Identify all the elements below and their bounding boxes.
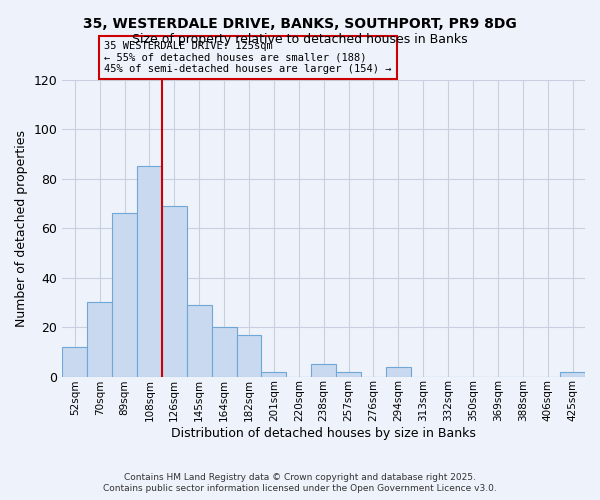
Y-axis label: Number of detached properties: Number of detached properties xyxy=(15,130,28,327)
Bar xyxy=(262,372,286,376)
Bar xyxy=(386,366,411,376)
X-axis label: Distribution of detached houses by size in Banks: Distribution of detached houses by size … xyxy=(171,427,476,440)
Bar xyxy=(62,347,87,376)
Bar xyxy=(236,334,262,376)
Text: 35, WESTERDALE DRIVE, BANKS, SOUTHPORT, PR9 8DG: 35, WESTERDALE DRIVE, BANKS, SOUTHPORT, … xyxy=(83,18,517,32)
Text: Contains HM Land Registry data © Crown copyright and database right 2025.: Contains HM Land Registry data © Crown c… xyxy=(124,472,476,482)
Bar xyxy=(311,364,336,376)
Bar xyxy=(112,214,137,376)
Text: Size of property relative to detached houses in Banks: Size of property relative to detached ho… xyxy=(132,32,468,46)
Bar xyxy=(560,372,585,376)
Bar xyxy=(336,372,361,376)
Bar xyxy=(187,305,212,376)
Bar xyxy=(162,206,187,376)
Bar xyxy=(87,302,112,376)
Bar xyxy=(137,166,162,376)
Bar xyxy=(212,327,236,376)
Text: Contains public sector information licensed under the Open Government Licence v3: Contains public sector information licen… xyxy=(103,484,497,493)
Text: 35 WESTERDALE DRIVE: 125sqm
← 55% of detached houses are smaller (188)
45% of se: 35 WESTERDALE DRIVE: 125sqm ← 55% of det… xyxy=(104,41,392,74)
